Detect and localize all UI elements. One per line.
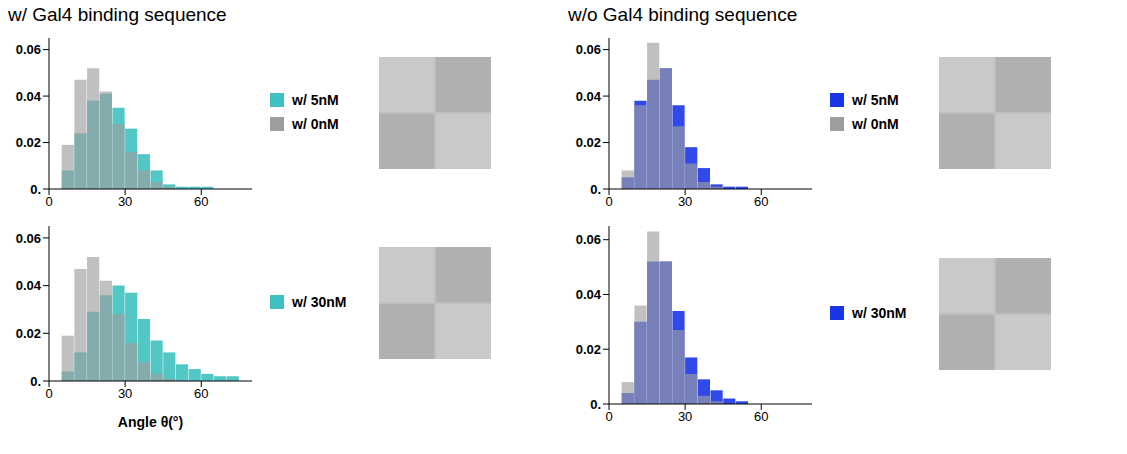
svg-text:30: 30 (118, 386, 132, 401)
svg-text:0.02: 0.02 (16, 326, 41, 341)
svg-text:0.04: 0.04 (16, 89, 42, 104)
html-text:w/ Gal4 binding sequence: w/ Gal4 binding sequence (8, 4, 227, 25)
svg-text:0.02: 0.02 (576, 342, 601, 357)
svg-text:0.04: 0.04 (576, 287, 602, 302)
svg-text:60: 60 (754, 194, 768, 209)
svg-text:0.: 0. (30, 182, 41, 197)
svg-text:0: 0 (605, 194, 612, 209)
svg-text:0.06: 0.06 (576, 232, 601, 247)
html-text:w/ 30nM: w/ 30nM (292, 293, 347, 310)
svg-text:30: 30 (118, 194, 132, 209)
svg-text:60: 60 (754, 409, 768, 424)
html-text:w/ 30nM: w/ 30nM (852, 305, 907, 321)
html-text:w/ 0nM: w/ 0nM (852, 115, 899, 132)
svg-text:0.04: 0.04 (16, 278, 42, 293)
svg-text:Angle θ(°): Angle θ(°) (118, 414, 183, 430)
svg-text:0: 0 (605, 409, 612, 424)
svg-text:0: 0 (45, 194, 52, 209)
svg-text:0.02: 0.02 (576, 135, 601, 150)
svg-text:0.02: 0.02 (16, 135, 41, 150)
svg-text:0.04: 0.04 (576, 89, 602, 104)
html-text:w/ 5nM: w/ 5nM (852, 91, 899, 108)
svg-text:60: 60 (194, 386, 208, 401)
svg-text:30: 30 (678, 194, 692, 209)
svg-text:0.06: 0.06 (16, 42, 41, 57)
html-text:w/ 0nM: w/ 0nM (292, 115, 339, 132)
svg-text:0.06: 0.06 (576, 42, 601, 57)
svg-text:60: 60 (194, 194, 208, 209)
svg-text:0: 0 (45, 386, 52, 401)
svg-text:0.: 0. (590, 397, 601, 412)
html-text:w/ 5nM: w/ 5nM (292, 91, 339, 108)
svg-text:0.: 0. (590, 182, 601, 197)
svg-text:30: 30 (678, 409, 692, 424)
svg-text:0.06: 0.06 (16, 231, 41, 246)
html-text:w/o Gal4 binding sequence: w/o Gal4 binding sequence (568, 4, 798, 25)
svg-text:0.: 0. (30, 374, 41, 389)
